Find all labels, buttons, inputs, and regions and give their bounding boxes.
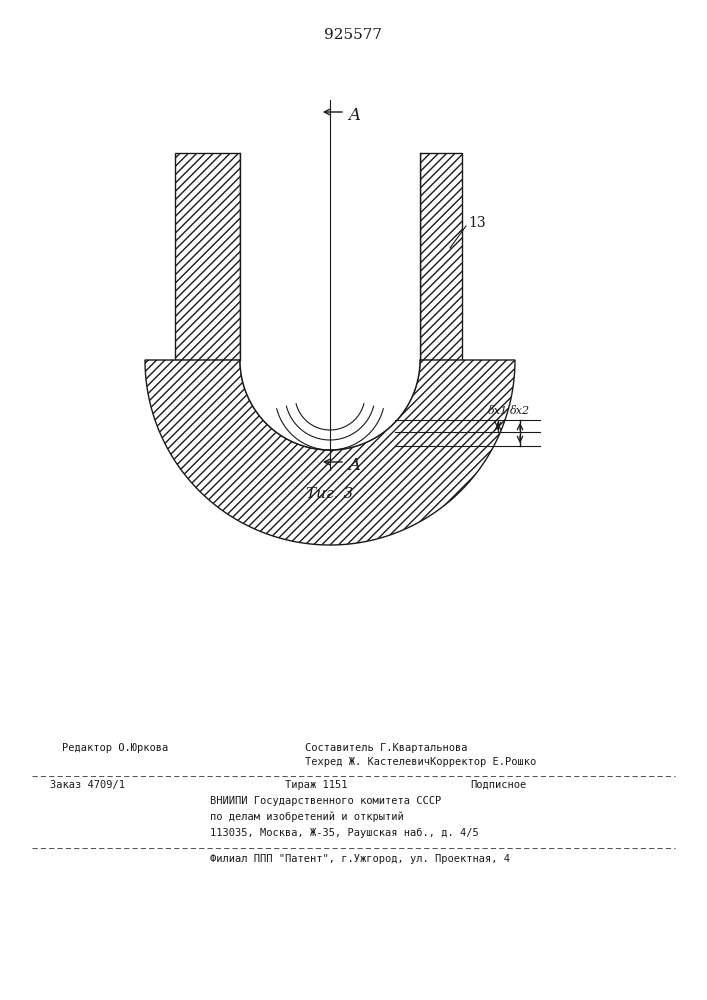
Text: Техред Ж. КастелевичКорректор Е.Рошко: Техред Ж. КастелевичКорректор Е.Рошко: [305, 757, 536, 767]
Text: Τиг. 3: Τиг. 3: [306, 487, 354, 501]
Polygon shape: [240, 153, 420, 450]
Text: Тираж 1151: Тираж 1151: [285, 780, 348, 790]
Polygon shape: [420, 153, 462, 360]
Polygon shape: [175, 153, 240, 360]
Text: 13: 13: [468, 216, 486, 230]
Text: A: A: [348, 457, 360, 474]
Text: ВНИИПИ Государственного комитета СССР: ВНИИПИ Государственного комитета СССР: [210, 796, 441, 806]
Text: Филиал ППП "Патент", г.Ужгород, ул. Проектная, 4: Филиал ППП "Патент", г.Ужгород, ул. Прое…: [210, 854, 510, 864]
Text: δх1: δх1: [488, 406, 508, 416]
Text: 113035, Москва, Ж-35, Раушская наб., д. 4/5: 113035, Москва, Ж-35, Раушская наб., д. …: [210, 828, 479, 838]
Text: Редактор О.Юркова: Редактор О.Юркова: [62, 743, 168, 753]
Text: A: A: [348, 107, 360, 124]
Polygon shape: [145, 360, 515, 545]
Text: Подписное: Подписное: [470, 780, 526, 790]
Text: Заказ 4709/1: Заказ 4709/1: [50, 780, 125, 790]
Text: 925577: 925577: [324, 28, 382, 42]
Text: δх2: δх2: [510, 406, 530, 416]
Text: Составитель Г.Квартальнова: Составитель Г.Квартальнова: [305, 743, 467, 753]
Text: по делам изобретений и открытий: по делам изобретений и открытий: [210, 812, 404, 822]
